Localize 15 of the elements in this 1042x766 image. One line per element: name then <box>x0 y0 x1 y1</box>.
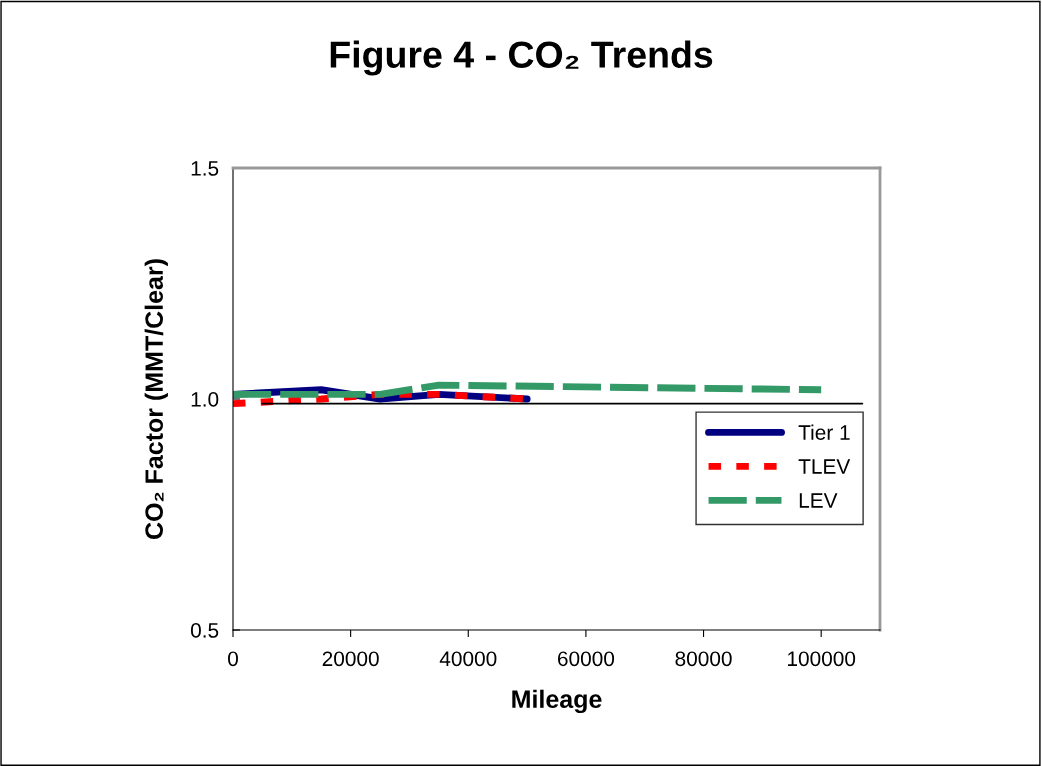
x-tick-label: 100000 <box>788 651 856 667</box>
y-tick-label: 0.5 <box>190 623 219 638</box>
x-axis-title: Mileage <box>512 689 602 714</box>
x-tick-label: 80000 <box>675 651 732 667</box>
y-tick-label: 1.0 <box>191 392 219 407</box>
x-tick-label: 40000 <box>439 651 497 667</box>
legend-label: TLEV <box>798 459 851 474</box>
x-tick-label: 20000 <box>322 651 379 667</box>
legend-label: LEV <box>799 493 838 508</box>
y-tick-label: 1.5 <box>191 161 219 176</box>
y-axis-title: CO₂ Factor (MMT/Clear) <box>144 259 168 539</box>
x-tick-label: 0 <box>228 651 238 667</box>
legend-label: Tier 1 <box>798 424 850 440</box>
chart-title: Figure 4 - CO₂ Trends <box>330 40 713 76</box>
x-tick-label: 60000 <box>558 651 615 667</box>
